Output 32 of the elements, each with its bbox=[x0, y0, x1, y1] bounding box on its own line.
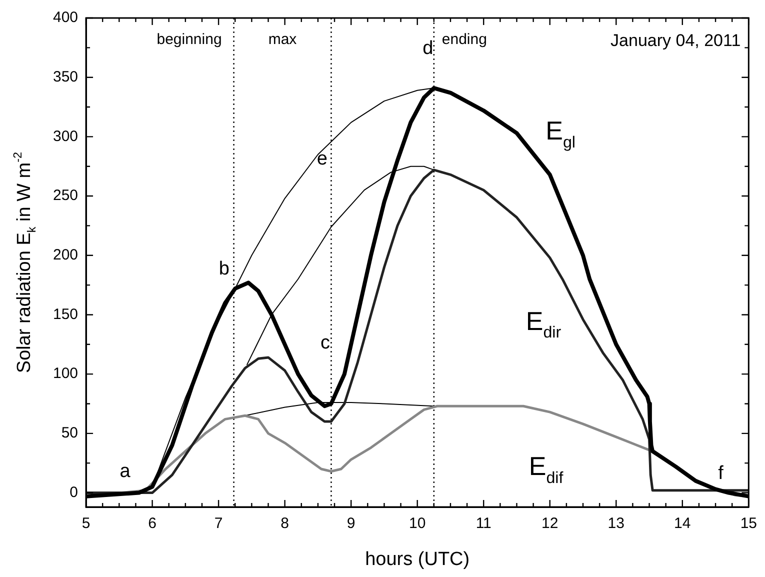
annotation: d bbox=[422, 38, 434, 60]
y-tick-label: 0 bbox=[70, 484, 78, 501]
y-tick-label: 100 bbox=[52, 365, 78, 382]
x-tick-label: 5 bbox=[82, 515, 90, 532]
x-tick-label: 11 bbox=[476, 515, 492, 532]
x-tick-label: 15 bbox=[740, 515, 757, 532]
y-tick-label: 300 bbox=[52, 128, 78, 145]
x-axis-title: hours (UTC) bbox=[365, 549, 470, 570]
x-tick-label: 12 bbox=[542, 515, 558, 532]
y-axis-title: Solar radiation Ek in W m-2 bbox=[11, 152, 39, 374]
annotation: b bbox=[218, 258, 230, 280]
x-tick-label: 10 bbox=[409, 515, 426, 532]
x-tick-label: 9 bbox=[346, 515, 356, 532]
y-tick-label: 150 bbox=[52, 306, 78, 323]
y-tick-label: 50 bbox=[61, 424, 78, 442]
annotation: max bbox=[268, 31, 298, 48]
annotation: ending bbox=[442, 31, 487, 48]
y-tick-label: 250 bbox=[52, 187, 78, 204]
y-tick-label: 400 bbox=[52, 9, 78, 26]
annotation: f bbox=[718, 462, 724, 484]
y-tick-label: 350 bbox=[52, 68, 78, 86]
annotation: c bbox=[320, 332, 330, 354]
x-tick-label: 7 bbox=[214, 515, 223, 532]
annotation: January 04, 2011 bbox=[610, 31, 741, 50]
x-tick-label: 6 bbox=[148, 515, 156, 532]
x-tick-label: 13 bbox=[608, 515, 624, 532]
x-tick-label: 14 bbox=[674, 515, 691, 532]
annotation: a bbox=[120, 460, 131, 482]
annotation: e bbox=[316, 148, 328, 170]
x-tick-label: 8 bbox=[280, 515, 289, 532]
annotation: beginning bbox=[156, 31, 222, 48]
y-tick-label: 200 bbox=[52, 246, 78, 264]
